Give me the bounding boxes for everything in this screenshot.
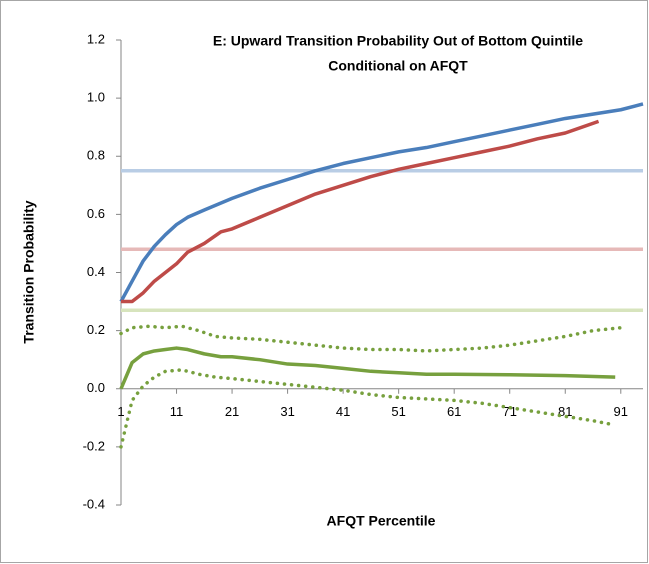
y-tick-label: -0.2 bbox=[83, 438, 105, 453]
series-line bbox=[119, 102, 644, 303]
series-line bbox=[119, 346, 616, 390]
y-tick-label: -0.4 bbox=[83, 496, 105, 511]
y-tick-label: 0.6 bbox=[87, 206, 105, 221]
y-tick-label: 0.2 bbox=[87, 322, 105, 337]
y-tick-label: 1.0 bbox=[87, 90, 105, 105]
series-line bbox=[121, 119, 600, 304]
y-tick-label: 0.0 bbox=[87, 380, 105, 395]
x-tick-label: 31 bbox=[280, 404, 294, 419]
x-tick-label: 71 bbox=[502, 404, 516, 419]
x-tick-label: 51 bbox=[391, 404, 405, 419]
series-line bbox=[119, 324, 623, 353]
y-tick-label: 0.4 bbox=[87, 264, 105, 279]
x-axis-label: AFQT Percentile bbox=[327, 513, 436, 529]
y-tick-label: 0.8 bbox=[87, 148, 105, 163]
series-line bbox=[119, 368, 617, 449]
x-tick-label: 91 bbox=[614, 404, 628, 419]
chart-title: Conditional on AFQT bbox=[328, 58, 468, 74]
x-tick-label: 61 bbox=[447, 404, 461, 419]
chart-title: E: Upward Transition Probability Out of … bbox=[213, 33, 583, 49]
y-tick-label: 1.2 bbox=[87, 31, 105, 46]
x-tick-label: 21 bbox=[225, 404, 239, 419]
x-tick-label: 11 bbox=[170, 404, 184, 419]
x-tick-label: 41 bbox=[336, 404, 350, 419]
x-tick-label: 1 bbox=[117, 404, 124, 419]
y-axis-label: Transition Probability bbox=[21, 200, 37, 343]
x-tick-label: 81 bbox=[558, 404, 572, 419]
